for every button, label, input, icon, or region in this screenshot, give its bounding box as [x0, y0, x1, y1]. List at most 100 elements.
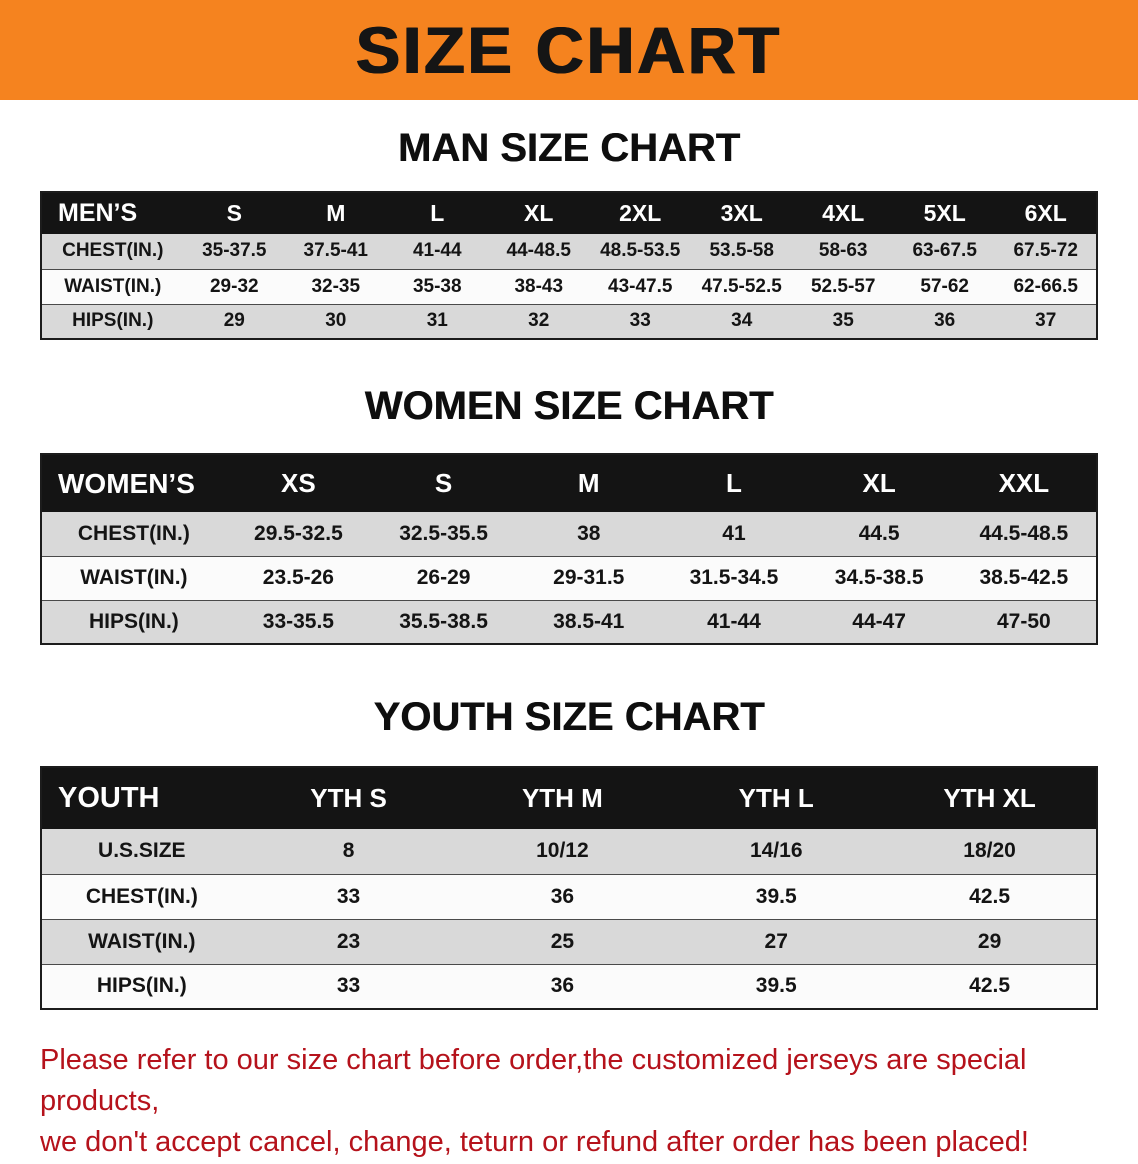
value-cell: 41-44 [386, 234, 488, 270]
size-column-header: YTH L [669, 767, 884, 829]
value-cell: 35.5-38.5 [370, 600, 517, 645]
row-label-cell: CHEST(IN.) [41, 512, 226, 557]
value-cell: 63-67.5 [893, 234, 996, 270]
value-cell: 44.5 [806, 512, 952, 557]
value-cell: 43-47.5 [589, 269, 691, 305]
value-cell: 62-66.5 [995, 269, 1097, 305]
disclaimer-line-1: Please refer to our size chart before or… [40, 1044, 1027, 1118]
value-cell: 29 [883, 919, 1097, 965]
value-cell: 32 [488, 304, 590, 340]
value-cell: 14/16 [669, 829, 884, 875]
men-section-heading: MAN SIZE CHART [397, 126, 741, 170]
value-cell: 32.5-35.5 [370, 512, 517, 557]
measurement-row: WAIST(IN.) 29-32 32-35 35-38 38-43 43-47.5 47.… [41, 269, 1097, 305]
value-cell: 34.5-38.5 [806, 556, 952, 601]
row-label-cell: WAIST(IN.) [41, 919, 242, 965]
size-column-header: S [183, 192, 286, 234]
size-column-header: L [386, 192, 488, 234]
value-cell: 35-38 [386, 269, 488, 305]
value-cell: 52.5-57 [792, 269, 894, 305]
value-cell: 29-32 [183, 269, 286, 305]
header-row: MEN’S S M L XL 2XL 3XL 4XL 5XL 6XL [41, 192, 1097, 234]
disclaimer: Please refer to our size chart before or… [40, 1040, 1100, 1164]
row-label-cell: CHEST(IN.) [41, 234, 184, 270]
value-cell: 36 [455, 874, 670, 920]
value-cell: 23.5-26 [225, 556, 371, 601]
banner-title: SIZE CHART [356, 13, 782, 87]
youth-size-table: YOUTH YTH S YTH M YTH L YTH XL U.S.SIZE 8 10/12… [40, 766, 1098, 1010]
row-label-cell: HIPS(IN.) [41, 600, 226, 645]
size-column-header: YTH S [241, 767, 456, 829]
size-table: YOUTH YTH S YTH M YTH L YTH XL U.S.SIZE 8 10/12… [40, 766, 1098, 1010]
value-cell: 26-29 [370, 556, 517, 601]
value-cell: 44-47 [806, 600, 952, 645]
value-cell: 33-35.5 [225, 600, 371, 645]
value-cell: 10/12 [455, 829, 670, 875]
value-cell: 29.5-32.5 [225, 512, 371, 557]
row-label-cell: CHEST(IN.) [41, 874, 242, 920]
value-cell: 41-44 [661, 600, 807, 645]
value-cell: 35 [792, 304, 894, 340]
row-label-cell: WAIST(IN.) [41, 556, 226, 601]
value-cell: 38.5-41 [516, 600, 662, 645]
value-cell: 38.5-42.5 [951, 556, 1097, 601]
header-row: WOMEN’S XS S M L XL XXL [41, 454, 1097, 512]
value-cell: 37 [995, 304, 1097, 340]
value-cell: 67.5-72 [995, 234, 1097, 270]
size-column-header: 6XL [995, 192, 1097, 234]
size-column-header: XL [806, 454, 952, 512]
value-cell: 44-48.5 [488, 234, 590, 270]
size-table: WOMEN’S XS S M L XL XXL CHEST(IN.) 29.5-32.5 32.5… [40, 453, 1098, 645]
value-cell: 47.5-52.5 [690, 269, 793, 305]
value-cell: 32-35 [285, 269, 387, 305]
size-column-header: YTH M [455, 767, 670, 829]
value-cell: 8 [241, 829, 456, 875]
value-cell: 38 [516, 512, 662, 557]
size-column-header: XL [488, 192, 590, 234]
row-label-cell: WAIST(IN.) [41, 269, 184, 305]
value-cell: 39.5 [669, 874, 884, 920]
value-cell: 53.5-58 [690, 234, 793, 270]
size-table: MEN’S S M L XL 2XL 3XL 4XL 5XL 6XL CHEST(IN.) 35-37… [40, 191, 1098, 340]
value-cell: 36 [455, 964, 670, 1010]
size-column-header: S [370, 454, 517, 512]
size-column-header: 3XL [690, 192, 793, 234]
size-column-header: 2XL [589, 192, 691, 234]
measurement-row: U.S.SIZE 8 10/12 14/16 18/20 [41, 829, 1097, 875]
value-cell: 44.5-48.5 [951, 512, 1097, 557]
value-cell: 23 [241, 919, 456, 965]
value-cell: 41 [661, 512, 807, 557]
row-label-cell: HIPS(IN.) [41, 964, 242, 1010]
size-column-header: M [516, 454, 662, 512]
value-cell: 39.5 [669, 964, 884, 1010]
value-cell: 27 [669, 919, 884, 965]
value-cell: 33 [241, 964, 456, 1010]
size-column-header: XS [225, 454, 371, 512]
measurement-row: WAIST(IN.) 23.5-26 26-29 29-31.5 31.5-34.5 34… [41, 556, 1097, 601]
measurement-row: CHEST(IN.) 35-37.5 37.5-41 41-44 44-48.5 48.5… [41, 234, 1097, 270]
value-cell: 31.5-34.5 [661, 556, 807, 601]
value-cell: 33 [241, 874, 456, 920]
measurement-row: CHEST(IN.) 29.5-32.5 32.5-35.5 38 41 44.5 44.5… [41, 512, 1097, 557]
measurement-row: CHEST(IN.) 33 36 39.5 42.5 [41, 874, 1097, 920]
size-column-header: 4XL [792, 192, 894, 234]
value-cell: 29-31.5 [516, 556, 662, 601]
value-cell: 36 [893, 304, 996, 340]
value-cell: 30 [285, 304, 387, 340]
value-cell: 58-63 [792, 234, 894, 270]
banner: SIZE CHART [0, 0, 1138, 100]
measurement-row: WAIST(IN.) 23 25 27 29 [41, 919, 1097, 965]
men-size-table: MEN’S S M L XL 2XL 3XL 4XL 5XL 6XL CHEST(IN.) 35-37… [40, 191, 1098, 340]
measurement-row: HIPS(IN.) 29 30 31 32 33 34 35 36 37 [41, 304, 1097, 340]
value-cell: 35-37.5 [183, 234, 286, 270]
value-cell: 33 [589, 304, 691, 340]
row-label-cell: HIPS(IN.) [41, 304, 184, 340]
value-cell: 42.5 [883, 874, 1097, 920]
value-cell: 38-43 [488, 269, 590, 305]
size-column-header: XXL [951, 454, 1097, 512]
value-cell: 34 [690, 304, 793, 340]
value-cell: 18/20 [883, 829, 1097, 875]
value-cell: 37.5-41 [285, 234, 387, 270]
women-size-table: WOMEN’S XS S M L XL XXL CHEST(IN.) 29.5-32.5 32.5… [40, 453, 1098, 645]
table-title-cell: MEN’S [41, 192, 184, 234]
